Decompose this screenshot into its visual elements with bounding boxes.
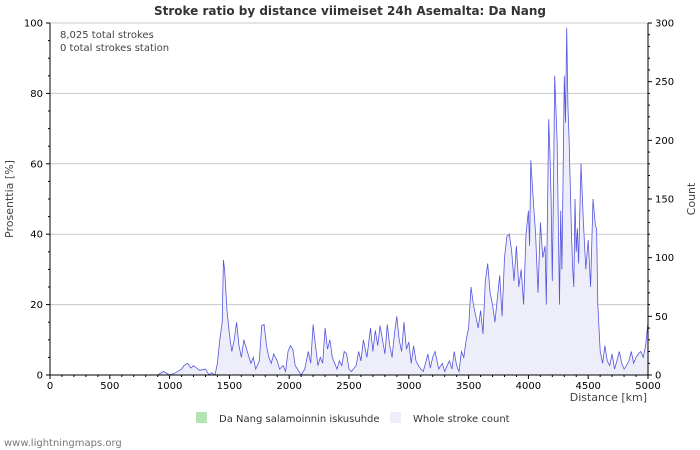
x-axis-label: Distance [km] bbox=[570, 391, 647, 404]
legend: Da Nang salamoinnin iskusuhde Whole stro… bbox=[196, 412, 510, 425]
y-left-tick-label-40: 40 bbox=[30, 230, 43, 241]
y-right-tick-label-100: 100 bbox=[655, 253, 674, 264]
y-axis-right-label: Count bbox=[685, 182, 698, 215]
y-right-tick-label-0: 0 bbox=[655, 371, 661, 382]
y-left-tick-label-80: 80 bbox=[30, 89, 43, 100]
x-tick-label-5000: 5000 bbox=[635, 381, 660, 392]
y-left-tick-label-0: 0 bbox=[37, 371, 43, 382]
station-strokes-annotation: 0 total strokes station bbox=[60, 43, 169, 54]
y-left-tick-label-60: 60 bbox=[30, 159, 43, 170]
total-strokes-annotation: 8,025 total strokes bbox=[60, 30, 154, 41]
y-left-tick-label-20: 20 bbox=[30, 300, 43, 311]
x-tick-label-1000: 1000 bbox=[157, 381, 182, 392]
x-tick-label-4000: 4000 bbox=[516, 381, 541, 392]
legend-swatch-count bbox=[390, 412, 401, 423]
legend-label-count: Whole stroke count bbox=[413, 414, 510, 425]
y-left-tick-label-100: 100 bbox=[24, 19, 43, 30]
x-tick-label-4500: 4500 bbox=[575, 381, 600, 392]
x-tick-label-3000: 3000 bbox=[396, 381, 421, 392]
whole-stroke-count-line bbox=[50, 27, 649, 376]
plot-frame bbox=[49, 23, 649, 376]
y-right-tick-label-50: 50 bbox=[655, 312, 668, 323]
y-axis-left-label: Prosenttia [%] bbox=[3, 160, 16, 238]
y-right-tick-label-150: 150 bbox=[655, 195, 674, 206]
y-right-tick-label-300: 300 bbox=[655, 19, 674, 30]
legend-label-ratio: Da Nang salamoinnin iskusuhde bbox=[219, 414, 380, 425]
y-right-tick-label-250: 250 bbox=[655, 77, 674, 88]
x-tick-label-2000: 2000 bbox=[276, 381, 301, 392]
legend-swatch-ratio bbox=[196, 412, 207, 423]
chart-title: Stroke ratio by distance viimeiset 24h A… bbox=[154, 4, 546, 18]
footer-credit: www.lightningmaps.org bbox=[4, 438, 122, 449]
x-tick-label-0: 0 bbox=[47, 381, 53, 392]
x-tick-label-1500: 1500 bbox=[217, 381, 242, 392]
x-tick-label-3500: 3500 bbox=[456, 381, 481, 392]
y-right-tick-label-200: 200 bbox=[655, 136, 674, 147]
x-tick-label-500: 500 bbox=[100, 381, 119, 392]
x-tick-label-2500: 2500 bbox=[336, 381, 361, 392]
